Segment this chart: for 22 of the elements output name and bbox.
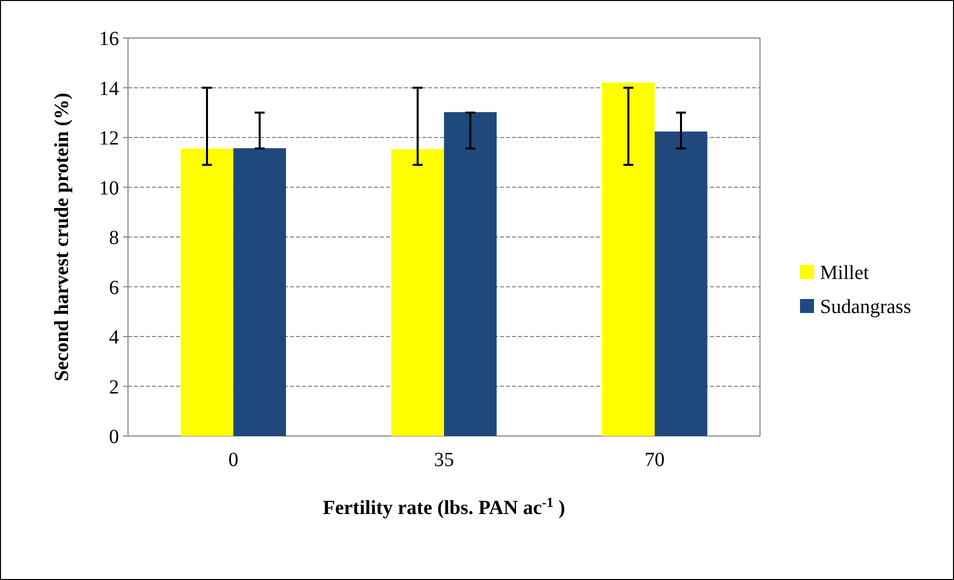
y-tick-label: 16	[99, 28, 119, 50]
y-axis-title: Second harvest crude protein (%)	[51, 92, 73, 382]
bar	[602, 82, 655, 436]
y-tick-label: 14	[99, 78, 119, 100]
bar	[233, 148, 286, 436]
y-tick-label: 4	[109, 326, 119, 348]
y-tick-label: 8	[109, 227, 119, 249]
legend-label: Millet	[820, 262, 870, 284]
bar	[391, 149, 444, 436]
y-tick-label: 12	[99, 128, 119, 150]
bar	[654, 132, 708, 436]
bar	[444, 112, 497, 436]
y-tick-label: 6	[109, 276, 119, 299]
y-tick-label: 2	[109, 376, 119, 398]
y-tick-label: 10	[99, 177, 119, 200]
bar	[180, 148, 234, 436]
x-tick-label: 35	[434, 449, 454, 471]
x-tick-label: 70	[644, 449, 665, 471]
x-tick-label: 0	[228, 449, 238, 471]
y-tick-label: 0	[109, 426, 119, 448]
x-axis-title: Fertility rate (lbs. PAN ac$^{-1}$ )	[322, 496, 566, 519]
legend-label: Sudangrass	[820, 296, 912, 318]
